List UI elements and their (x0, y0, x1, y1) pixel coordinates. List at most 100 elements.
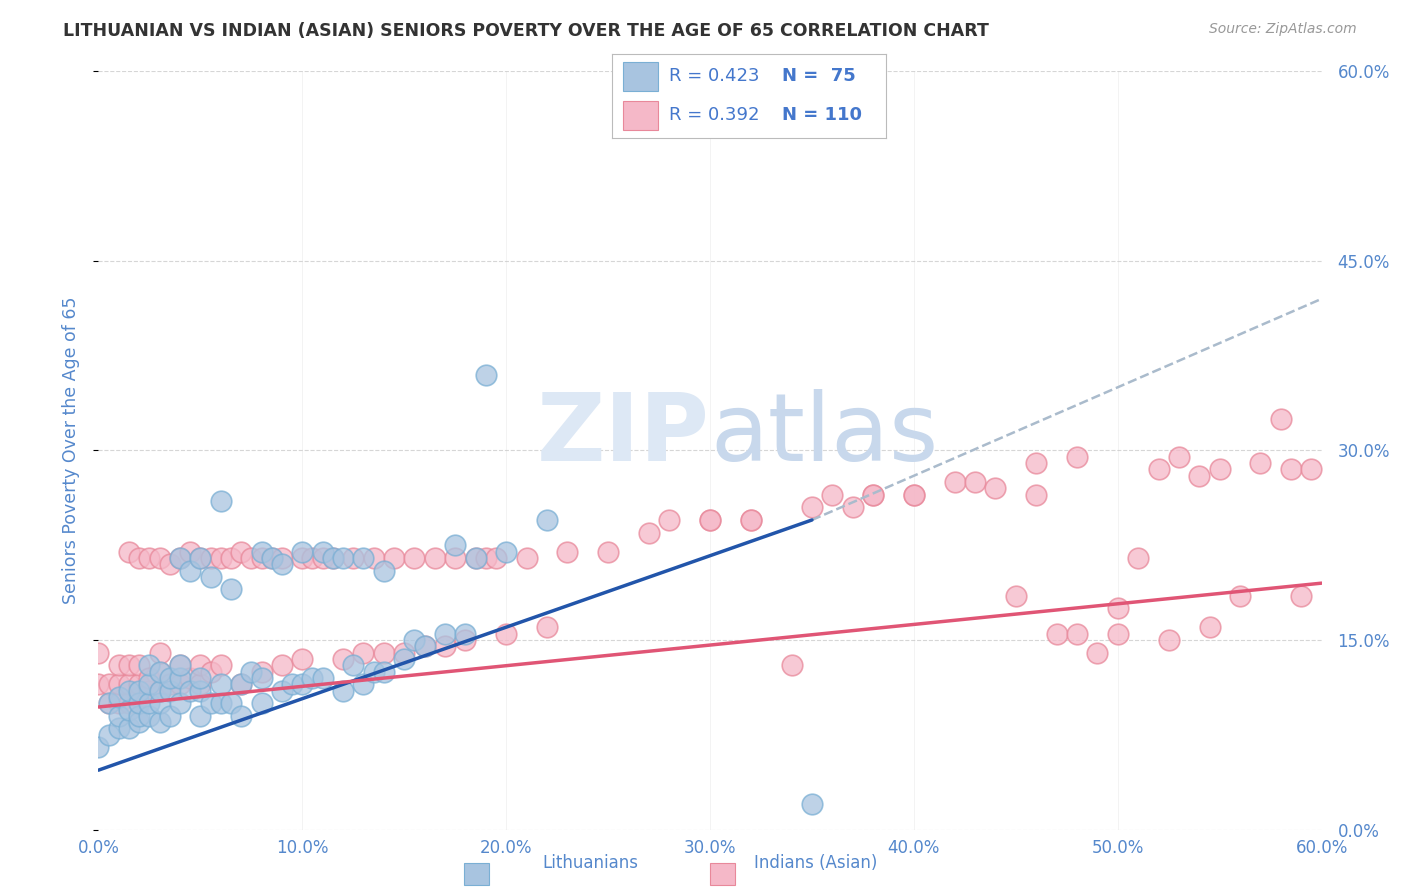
Point (159, 671, 181, 685)
Point (138, 671, 160, 685)
Point (97, 677, 120, 691)
Point (128, 715, 150, 730)
Point (169, 550, 191, 565)
Point (392, 646, 416, 660)
Point (250, 544, 273, 558)
Point (342, 658, 364, 673)
Point (1066, 626, 1088, 640)
Point (903, 488, 925, 502)
Point (637, 525, 661, 540)
Point (108, 696, 131, 710)
Point (149, 696, 172, 710)
Point (373, 665, 395, 679)
Point (485, 550, 508, 565)
Point (984, 482, 1007, 496)
Point (322, 550, 344, 565)
Point (118, 544, 141, 558)
Point (128, 708, 150, 723)
Point (200, 550, 222, 565)
Point (291, 652, 314, 666)
Point (118, 696, 141, 710)
Point (464, 550, 486, 565)
Point (1025, 456, 1047, 470)
Point (270, 683, 294, 698)
Point (219, 550, 242, 565)
Point (291, 550, 314, 565)
Point (821, 488, 844, 502)
Point (240, 665, 263, 679)
Point (209, 550, 232, 565)
Point (373, 564, 395, 578)
Point (281, 677, 304, 691)
Point (1291, 589, 1313, 603)
Point (495, 544, 517, 558)
Point (291, 677, 314, 691)
Point (699, 513, 721, 527)
Point (1107, 601, 1129, 615)
Text: N =  75: N = 75 (782, 68, 855, 86)
Point (352, 646, 374, 660)
Point (363, 665, 385, 679)
Point (1167, 450, 1189, 464)
Point (108, 708, 131, 723)
Point (444, 538, 467, 552)
Point (598, 544, 620, 558)
Point (250, 550, 273, 565)
Point (149, 550, 172, 565)
FancyBboxPatch shape (623, 62, 658, 91)
Point (179, 683, 201, 698)
Point (322, 550, 344, 565)
Text: Source: ZipAtlas.com: Source: ZipAtlas.com (1209, 22, 1357, 37)
Point (188, 658, 212, 673)
Point (1198, 620, 1220, 634)
Point (97, 696, 120, 710)
Point (454, 626, 477, 640)
Point (332, 652, 354, 666)
Point (188, 708, 212, 723)
Point (169, 671, 191, 685)
Y-axis label: Seniors Poverty Over the Age of 65: Seniors Poverty Over the Age of 65 (62, 297, 80, 604)
Point (801, 500, 824, 515)
Point (1270, 412, 1292, 426)
Point (454, 633, 477, 648)
Point (169, 677, 191, 691)
Point (699, 513, 721, 527)
Point (413, 640, 436, 654)
Point (965, 475, 987, 489)
Point (1209, 462, 1232, 476)
Point (108, 677, 131, 691)
Point (108, 722, 131, 736)
Point (108, 658, 131, 673)
Point (780, 658, 803, 673)
Point (382, 550, 405, 565)
Point (862, 488, 884, 502)
Point (536, 513, 558, 527)
Point (209, 696, 232, 710)
Point (159, 708, 181, 723)
Point (97, 696, 120, 710)
Point (138, 677, 160, 691)
Point (149, 683, 172, 698)
Point (434, 640, 457, 654)
Point (260, 550, 283, 565)
Point (352, 550, 374, 565)
Point (200, 570, 222, 584)
Text: R = 0.423: R = 0.423 (669, 68, 759, 86)
Point (903, 488, 925, 502)
Point (260, 550, 283, 565)
Point (301, 550, 323, 565)
Text: Lithuanians: Lithuanians (543, 855, 638, 872)
Point (1147, 462, 1170, 476)
Text: Indians (Asian): Indians (Asian) (754, 855, 877, 872)
Point (943, 475, 966, 489)
Point (291, 544, 314, 558)
Point (118, 722, 141, 736)
Point (108, 690, 131, 704)
Point (188, 550, 212, 565)
Point (555, 544, 579, 558)
Point (149, 715, 172, 730)
Point (149, 665, 172, 679)
Point (434, 626, 457, 640)
Point (658, 513, 681, 527)
Point (495, 626, 517, 640)
